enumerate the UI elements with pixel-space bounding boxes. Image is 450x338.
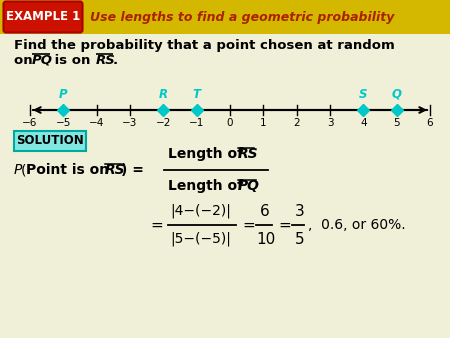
Text: P: P — [59, 88, 68, 100]
Text: on: on — [14, 53, 37, 67]
Text: −3: −3 — [122, 118, 138, 128]
Text: Length of: Length of — [168, 179, 248, 193]
Text: =: = — [150, 217, 163, 233]
Text: R: R — [159, 88, 168, 100]
Text: RS: RS — [96, 53, 116, 67]
Text: 4: 4 — [360, 118, 367, 128]
Text: Q: Q — [392, 88, 402, 100]
Text: PQ: PQ — [32, 53, 53, 67]
Text: −2: −2 — [156, 118, 171, 128]
Text: 1: 1 — [260, 118, 267, 128]
Text: Length of: Length of — [168, 147, 248, 161]
Text: 5: 5 — [295, 232, 305, 246]
Text: (: ( — [21, 163, 27, 177]
Text: 2: 2 — [293, 118, 300, 128]
Text: ,  0.6, or 60%.: , 0.6, or 60%. — [308, 218, 405, 232]
Bar — [14, 131, 86, 151]
Text: 5: 5 — [393, 118, 400, 128]
Text: EXAMPLE 1: EXAMPLE 1 — [6, 10, 80, 24]
Text: PQ: PQ — [238, 179, 260, 193]
Text: 3: 3 — [327, 118, 333, 128]
Text: 6: 6 — [260, 204, 270, 219]
Text: RS: RS — [105, 163, 126, 177]
Text: −5: −5 — [56, 118, 71, 128]
Text: S: S — [359, 88, 368, 100]
Text: is on: is on — [50, 53, 95, 67]
Text: −1: −1 — [189, 118, 204, 128]
Text: P: P — [14, 163, 22, 177]
FancyBboxPatch shape — [4, 1, 82, 32]
Bar — [0, 0, 450, 34]
Text: =: = — [278, 217, 291, 233]
Text: |4−(−2)|: |4−(−2)| — [170, 204, 231, 218]
Text: 3: 3 — [295, 204, 305, 219]
Text: 0: 0 — [227, 118, 233, 128]
Text: −6: −6 — [22, 118, 38, 128]
Text: ) =: ) = — [121, 163, 144, 177]
Text: SOLUTION: SOLUTION — [16, 135, 84, 147]
Text: T: T — [193, 88, 201, 100]
Text: Point is on: Point is on — [26, 163, 114, 177]
Text: −4: −4 — [89, 118, 104, 128]
Text: =: = — [242, 217, 255, 233]
Text: .: . — [113, 53, 118, 67]
Text: 10: 10 — [256, 232, 275, 246]
Text: RS: RS — [238, 147, 259, 161]
Text: |5−(−5)|: |5−(−5)| — [170, 232, 231, 246]
Text: Find the probability that a point chosen at random: Find the probability that a point chosen… — [14, 39, 395, 51]
Text: Use lengths to find a geometric probability: Use lengths to find a geometric probabil… — [90, 10, 394, 24]
Text: 6: 6 — [427, 118, 433, 128]
